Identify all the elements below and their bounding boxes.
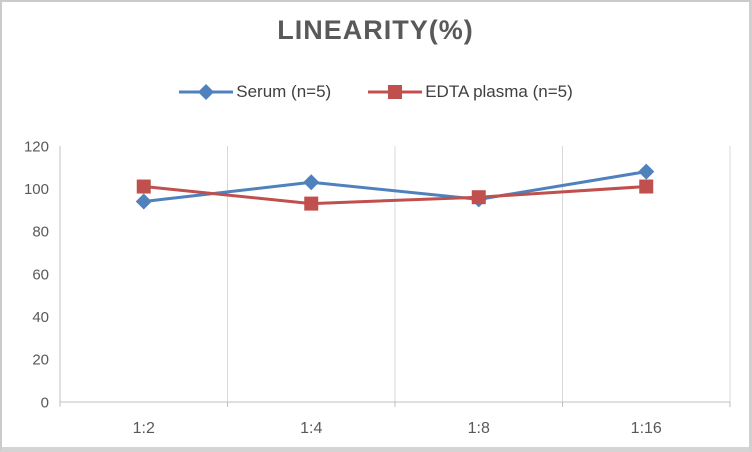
svg-text:40: 40	[32, 309, 49, 326]
svg-text:60: 60	[32, 266, 49, 283]
chart-title: LINEARITY(%)	[277, 15, 474, 45]
edta-line-square-icon	[368, 85, 423, 99]
svg-text:80: 80	[32, 224, 49, 241]
svg-text:1:4: 1:4	[300, 420, 322, 437]
svg-text:0: 0	[41, 394, 49, 411]
serum-line-diamond-icon	[179, 84, 234, 100]
svg-text:20: 20	[32, 352, 49, 369]
svg-text:1:2: 1:2	[133, 420, 155, 437]
legend-edta-label: EDTA plasma (n=5)	[425, 82, 573, 101]
legend-serum-label: Serum (n=5)	[236, 82, 332, 101]
svg-text:1:16: 1:16	[631, 420, 662, 437]
legend-item-edta: EDTA plasma (n=5)	[367, 82, 573, 102]
svg-text:1:8: 1:8	[468, 420, 490, 437]
legend-item-serum: Serum (n=5)	[178, 82, 331, 102]
svg-text:100: 100	[24, 181, 49, 198]
legend: Serum (n=5) EDTA plasma (n=5)	[2, 82, 749, 102]
svg-text:120: 120	[24, 138, 49, 155]
